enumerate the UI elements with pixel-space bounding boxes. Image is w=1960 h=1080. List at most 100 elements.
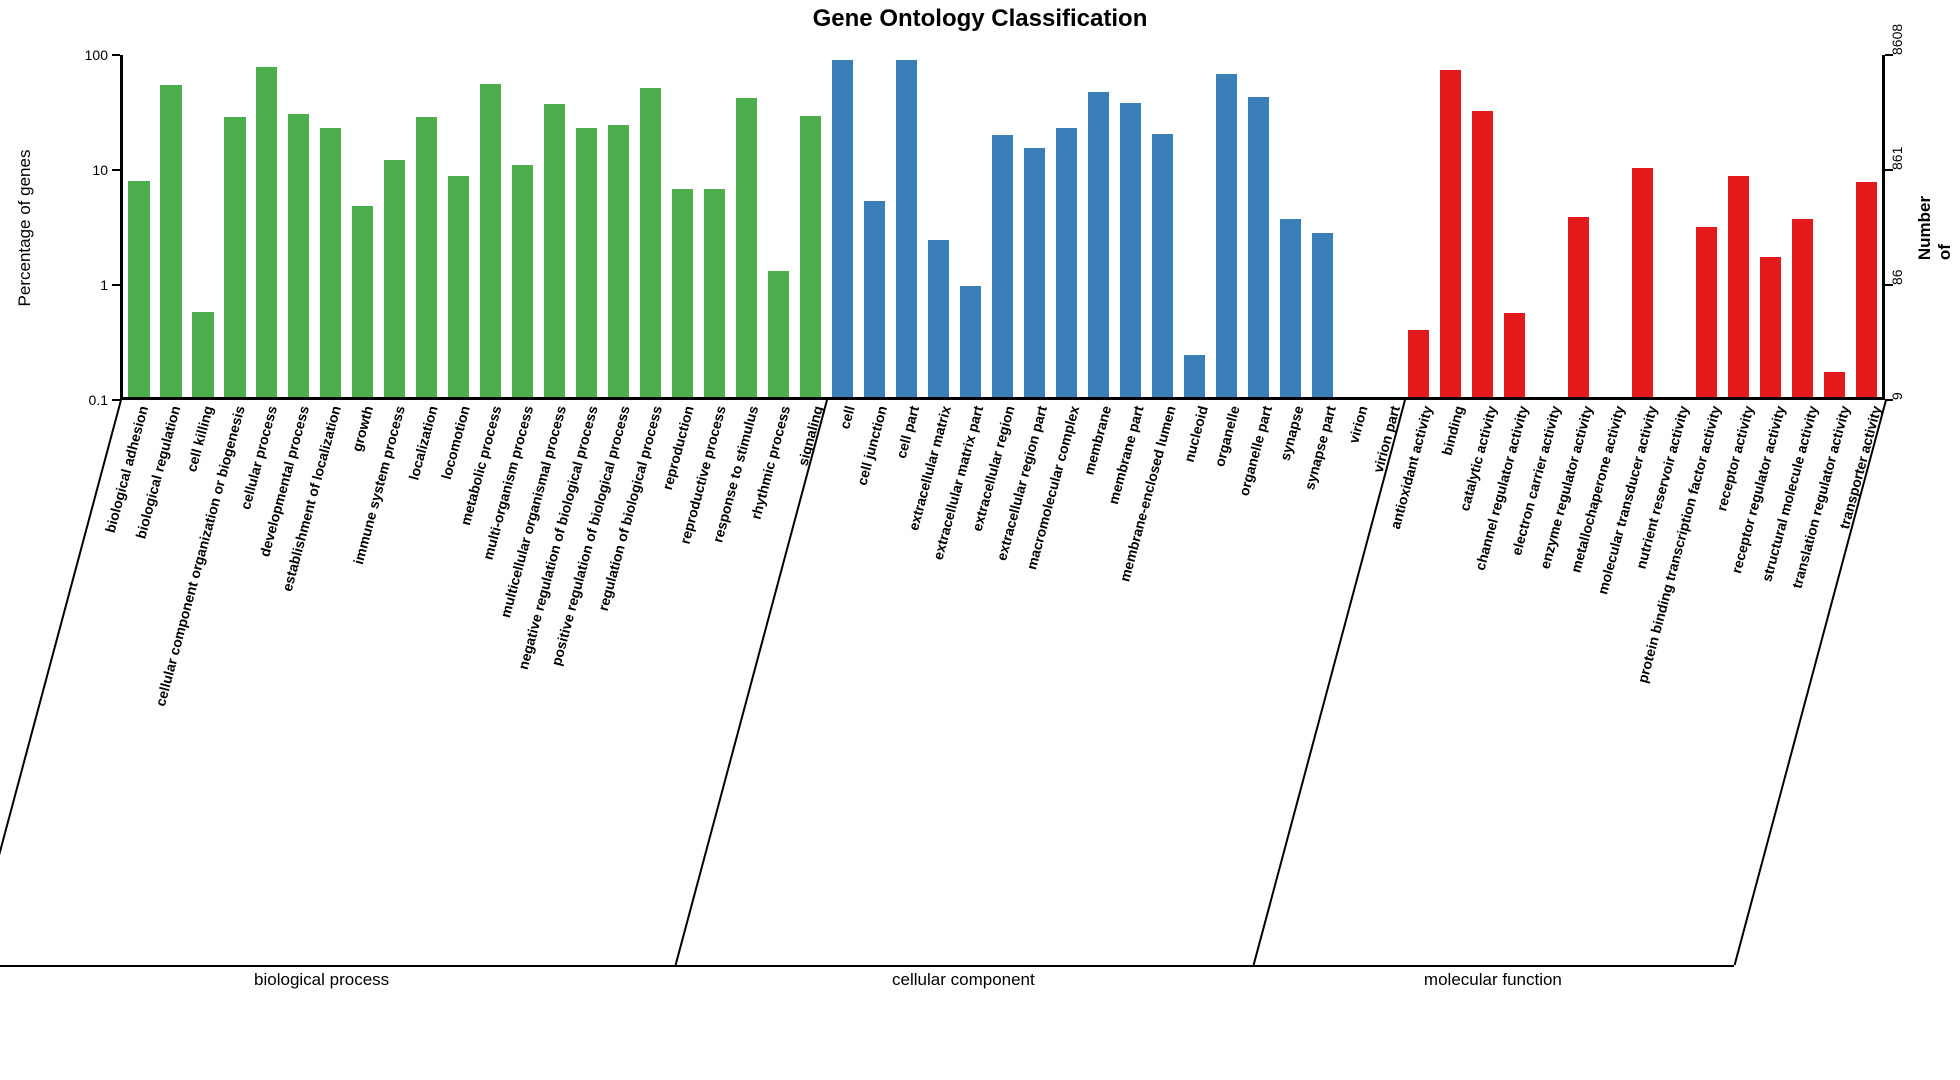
bar-slot xyxy=(1338,55,1370,397)
x-category-label: cell part xyxy=(892,404,923,461)
group-underline xyxy=(675,965,1253,967)
bar xyxy=(352,206,373,397)
group-divider-line xyxy=(0,400,122,966)
bar xyxy=(1856,182,1877,397)
bar xyxy=(544,104,565,397)
x-category-label: localization xyxy=(405,404,442,482)
bar xyxy=(1792,219,1813,397)
bar-slot xyxy=(1242,55,1274,397)
x-category-label: growth xyxy=(349,404,378,454)
x-category-label: locomotion xyxy=(437,404,474,482)
bar-slot xyxy=(475,55,507,397)
bar xyxy=(1696,227,1717,397)
bar xyxy=(960,286,981,397)
y-right-tick: 86 xyxy=(1889,269,1905,285)
bar-slot xyxy=(1178,55,1210,397)
y-left-tick: 1 xyxy=(100,277,108,293)
bar xyxy=(256,67,277,397)
bar-slot xyxy=(1370,55,1402,397)
bar-slot xyxy=(507,55,539,397)
bar xyxy=(384,160,405,397)
bar xyxy=(768,271,789,397)
group-label: biological process xyxy=(0,970,675,990)
x-category-label: binding xyxy=(1439,404,1469,457)
chart-title: Gene Ontology Classification xyxy=(813,5,1148,33)
bar xyxy=(1568,217,1589,397)
bar-slot xyxy=(539,55,571,397)
bar xyxy=(1248,97,1269,397)
bar-slot xyxy=(763,55,795,397)
bar xyxy=(992,135,1013,397)
bar-slot xyxy=(315,55,347,397)
x-category-label: cell xyxy=(836,404,859,431)
bar xyxy=(1408,330,1429,397)
bar-slot xyxy=(987,55,1019,397)
bar-slot xyxy=(1019,55,1051,397)
bar-slot xyxy=(1115,55,1147,397)
bar-slot xyxy=(571,55,603,397)
bar-slot xyxy=(923,55,955,397)
group-label: molecular function xyxy=(1252,970,1733,990)
x-category-label: synapse xyxy=(1277,404,1309,463)
bar-slot xyxy=(859,55,891,397)
group-label: cellular component xyxy=(675,970,1253,990)
bar-slot xyxy=(1530,55,1562,397)
bar-slot xyxy=(1786,55,1818,397)
bar xyxy=(832,60,853,397)
bar-slot xyxy=(795,55,827,397)
bar xyxy=(1184,355,1205,397)
bar xyxy=(224,117,245,397)
x-category-label: cell killing xyxy=(183,404,218,474)
bar-slot xyxy=(443,55,475,397)
bar-slot xyxy=(1210,55,1242,397)
bar xyxy=(1728,176,1749,397)
bar-slot xyxy=(1147,55,1179,397)
bar xyxy=(1024,148,1045,397)
bar-slot xyxy=(1818,55,1850,397)
bar-slot xyxy=(1562,55,1594,397)
bar-slot xyxy=(1690,55,1722,397)
bar-slot xyxy=(187,55,219,397)
bar-slot xyxy=(1850,55,1882,397)
y-left-tick: 0.1 xyxy=(89,392,108,408)
bar-slot xyxy=(1722,55,1754,397)
bar xyxy=(928,240,949,397)
x-category-label: cell junction xyxy=(853,404,892,488)
bar xyxy=(128,181,149,397)
plot-area xyxy=(120,55,1885,400)
bar xyxy=(512,165,533,397)
bar-slot xyxy=(1402,55,1434,397)
bar-slot xyxy=(1594,55,1626,397)
bar-slot xyxy=(1658,55,1690,397)
bar-slot xyxy=(219,55,251,397)
bar-slot xyxy=(155,55,187,397)
y-left-tick: 100 xyxy=(85,47,108,63)
bar xyxy=(1504,313,1525,397)
bar-slot xyxy=(411,55,443,397)
y-axis-right-label: Number of genes xyxy=(1915,195,1960,259)
bar xyxy=(1280,219,1301,397)
bar xyxy=(896,60,917,397)
bar-slot xyxy=(955,55,987,397)
bar xyxy=(640,88,661,397)
x-labels-row: biological adhesionbiological regulation… xyxy=(120,404,1885,964)
bar xyxy=(1120,103,1141,397)
y-right-tick: 861 xyxy=(1889,147,1905,170)
bar xyxy=(1312,233,1333,397)
bar-slot xyxy=(731,55,763,397)
bar-slot xyxy=(667,55,699,397)
x-category-label: membrane xyxy=(1081,404,1117,477)
bar-slot xyxy=(123,55,155,397)
bar-slot xyxy=(283,55,315,397)
group-underline xyxy=(1252,965,1733,967)
x-category-label: virion xyxy=(1346,404,1373,445)
x-category-label: organelle xyxy=(1211,404,1244,469)
y-left-tick: 10 xyxy=(92,162,108,178)
bar-slot xyxy=(251,55,283,397)
bar xyxy=(448,176,469,397)
bar xyxy=(1088,92,1109,397)
bar xyxy=(704,189,725,397)
bar xyxy=(1632,168,1653,397)
bar xyxy=(800,116,821,397)
bar-slot xyxy=(1466,55,1498,397)
